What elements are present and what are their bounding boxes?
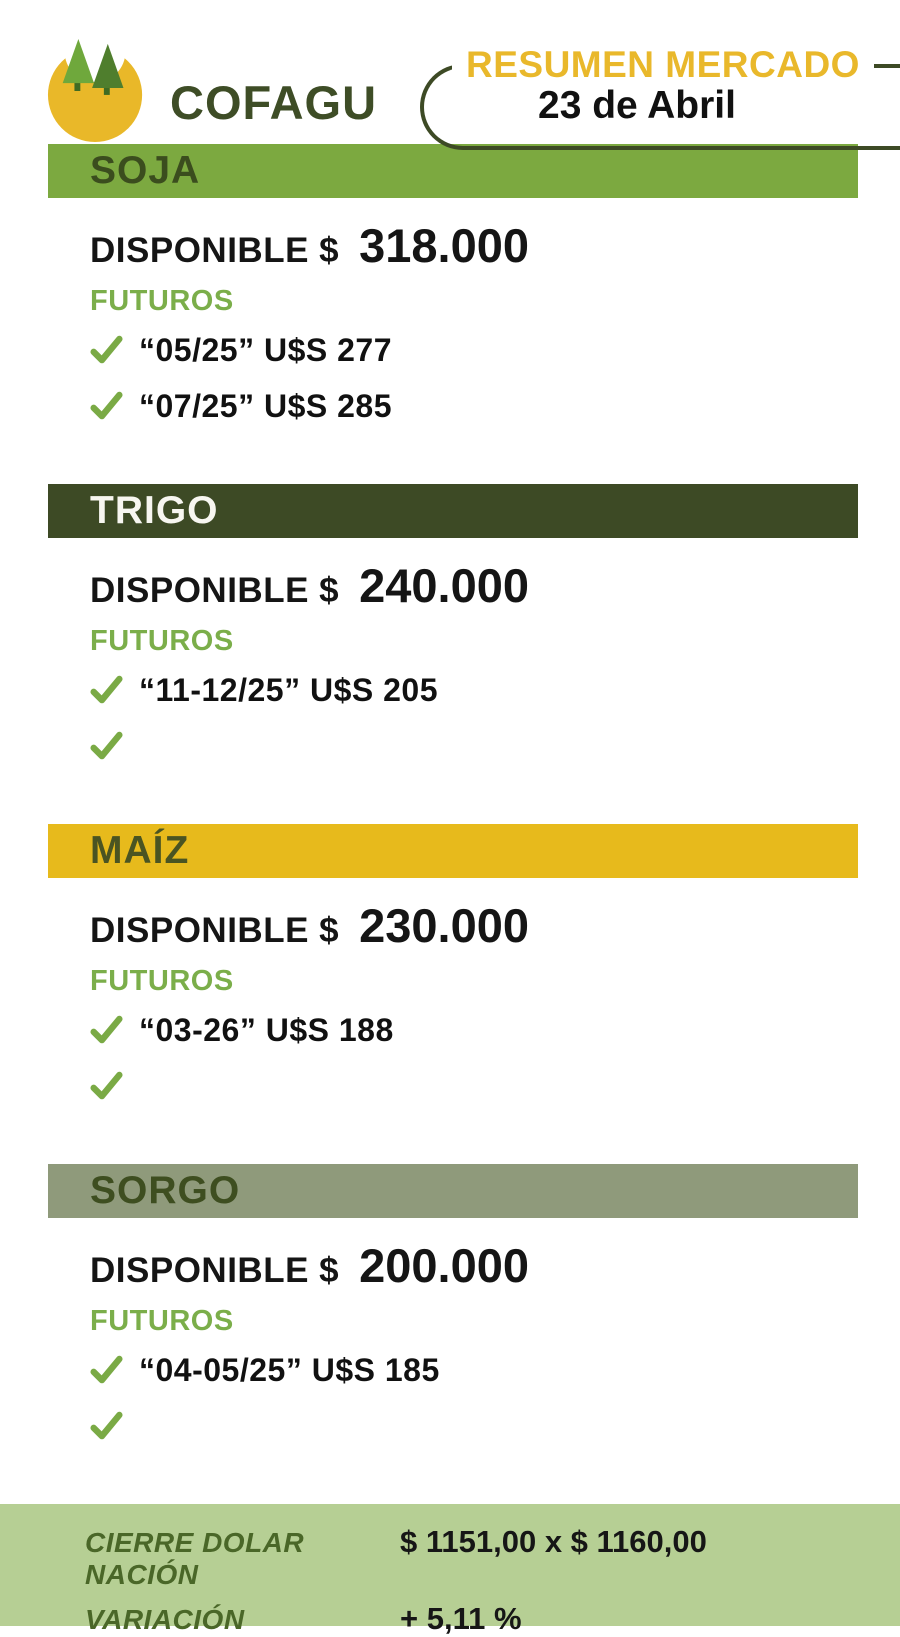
future-row: “11-12/25” U$S 205 — [90, 668, 858, 712]
future-contract: “11-12/25” U$S 205 — [139, 671, 438, 708]
futuros-label: FUTUROS — [90, 625, 234, 657]
future-row: “05/25” U$S 277 — [90, 328, 858, 372]
badge-date: 23 de Abril — [538, 84, 736, 127]
future-contract: “03-26” U$S 188 — [139, 1011, 394, 1048]
cierre-dolar-label: CIERRE DOLAR NACIÓN — [85, 1527, 305, 1590]
futuros-label: FUTUROS — [90, 285, 234, 317]
disponible-label: DISPONIBLE $ — [90, 571, 340, 610]
future-contract: “05/25” U$S 277 — [139, 331, 392, 368]
disponible-value: 230.000 — [359, 899, 530, 952]
section-title: MAÍZ — [90, 829, 190, 872]
section-body: DISPONIBLE $ 230.000 FUTUROS “03-26” U$S… — [48, 898, 858, 1108]
futuros-label: FUTUROS — [90, 965, 234, 997]
section-banner: SOJA — [48, 144, 858, 198]
footer-row-cierre: CIERRE DOLAR NACIÓN $ 1151,00 x $ 1160,0… — [85, 1524, 860, 1591]
check-icon — [90, 731, 123, 761]
section-banner: MAÍZ — [48, 824, 858, 878]
future-row: “03-26” U$S 188 — [90, 1008, 858, 1052]
check-icon — [90, 1015, 123, 1045]
future-row — [90, 1064, 858, 1108]
future-row: “04-05/25” U$S 185 — [90, 1348, 858, 1392]
section-body: DISPONIBLE $ 200.000 FUTUROS “04-05/25” … — [48, 1238, 858, 1448]
check-icon — [90, 1071, 123, 1101]
disponible-label: DISPONIBLE $ — [90, 231, 340, 270]
section-body: DISPONIBLE $ 318.000 FUTUROS “05/25” U$S… — [48, 218, 858, 428]
futuros-label: FUTUROS — [90, 1305, 234, 1337]
check-icon — [90, 1355, 123, 1385]
footer-row-variacion: VARIACIÓN + 5,11 % — [85, 1601, 860, 1637]
brand: COFAGU — [46, 38, 377, 144]
check-icon — [90, 1411, 123, 1441]
footer-dollar-panel: CIERRE DOLAR NACIÓN $ 1151,00 x $ 1160,0… — [0, 1504, 900, 1636]
future-row: “07/25” U$S 285 — [90, 384, 858, 428]
disponible-value: 318.000 — [359, 219, 530, 272]
cofagu-logo-icon — [47, 38, 143, 142]
disponible-row: DISPONIBLE $ 200.000 — [90, 1238, 858, 1293]
future-contract: “07/25” U$S 285 — [139, 387, 392, 424]
check-icon — [90, 335, 123, 365]
section-sorgo: SORGO DISPONIBLE $ 200.000 FUTUROS “04-0… — [48, 1164, 858, 1460]
disponible-label: DISPONIBLE $ — [90, 1251, 340, 1290]
disponible-value: 200.000 — [359, 1239, 530, 1292]
check-icon — [90, 391, 123, 421]
section-title: TRIGO — [90, 489, 219, 532]
variacion-label: VARIACIÓN — [85, 1604, 245, 1635]
disponible-row: DISPONIBLE $ 318.000 — [90, 218, 858, 273]
badge-title: RESUMEN MERCADO — [452, 44, 874, 86]
section-soja: SOJA DISPONIBLE $ 318.000 FUTUROS “05/25… — [48, 144, 858, 440]
disponible-value: 240.000 — [359, 559, 530, 612]
brand-name: COFAGU — [170, 75, 378, 129]
variacion-value: + 5,11 % — [400, 1601, 522, 1636]
section-title: SORGO — [90, 1169, 241, 1212]
section-banner: SORGO — [48, 1164, 858, 1218]
cierre-dolar-value: $ 1151,00 x $ 1160,00 — [400, 1524, 707, 1559]
disponible-row: DISPONIBLE $ 230.000 — [90, 898, 858, 953]
header-badge: RESUMEN MERCADO 23 de Abril — [420, 44, 900, 150]
future-row — [90, 724, 858, 768]
disponible-row: DISPONIBLE $ 240.000 — [90, 558, 858, 613]
section-body: DISPONIBLE $ 240.000 FUTUROS “11-12/25” … — [48, 558, 858, 768]
section-trigo: TRIGO DISPONIBLE $ 240.000 FUTUROS “11-1… — [48, 484, 858, 780]
section-title: SOJA — [90, 149, 201, 192]
check-icon — [90, 675, 123, 705]
disponible-label: DISPONIBLE $ — [90, 911, 340, 950]
future-contract: “04-05/25” U$S 185 — [139, 1351, 440, 1388]
section-banner: TRIGO — [48, 484, 858, 538]
future-row — [90, 1404, 858, 1448]
section-maiz: MAÍZ DISPONIBLE $ 230.000 FUTUROS “03-26… — [48, 824, 858, 1120]
header: COFAGU RESUMEN MERCADO 23 de Abril — [0, 0, 900, 150]
